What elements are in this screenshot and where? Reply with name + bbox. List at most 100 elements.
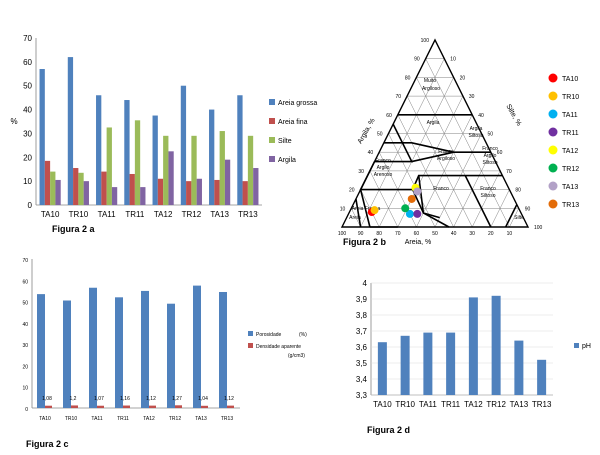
chart-2a-bar bbox=[209, 109, 215, 205]
chart-2d-y-tick: 3,5 bbox=[356, 359, 368, 368]
chart-2d-y-tick: 3,3 bbox=[356, 391, 368, 400]
chart-2b-clay-tick: 70 bbox=[396, 94, 402, 100]
chart-2b-silt-tick: 80 bbox=[515, 188, 521, 194]
chart-2a-legend-swatch bbox=[269, 137, 275, 143]
chart-2b-sand-tick: 70 bbox=[395, 231, 401, 237]
chart-2b-class-boundary bbox=[411, 151, 454, 163]
chart-2c-x-tick: TR12 bbox=[169, 416, 181, 422]
chart-2b-clay-tick: 80 bbox=[405, 75, 411, 81]
chart-2b-gridline bbox=[406, 95, 473, 228]
chart-2a-bar bbox=[163, 135, 169, 205]
chart-2b-class-label: Areia Franca bbox=[352, 206, 381, 212]
chart-2a-legend-label: Silte bbox=[278, 138, 292, 145]
chart-2a-particle-size: % Figura 2 a 0 10 20 30 40 50 60 70 TA10 TR10 TA1… bbox=[10, 34, 317, 234]
chart-2a-bar bbox=[50, 171, 56, 205]
chart-2c-bar bbox=[89, 287, 97, 408]
chart-2c-bar bbox=[201, 405, 208, 408]
chart-2a-y-tick: 10 bbox=[23, 177, 32, 186]
chart-2d-caption: Figura 2 d bbox=[367, 425, 410, 435]
chart-2b-class-label: Siltoso bbox=[482, 160, 497, 166]
chart-2c-y-tick: 50 bbox=[22, 301, 28, 307]
chart-2b-silt-tick: 70 bbox=[506, 169, 512, 175]
chart-2c-data-label: 1,27 bbox=[172, 396, 182, 402]
chart-2d-x-tick: TR12 bbox=[486, 400, 506, 409]
chart-2b-sand-tick: 60 bbox=[414, 231, 420, 237]
chart-2b-sand-tick: 100 bbox=[338, 231, 347, 237]
chart-2c-data-label: 1,12 bbox=[146, 396, 156, 402]
chart-2b-class-boundary bbox=[359, 161, 503, 191]
chart-2c-y-tick: 60 bbox=[22, 279, 28, 285]
chart-2b-clay-tick: 50 bbox=[377, 132, 383, 138]
chart-2b-class-label: Franco bbox=[375, 158, 391, 164]
chart-2b-class-label: Argila bbox=[470, 126, 483, 132]
chart-2a-bar bbox=[134, 120, 141, 205]
chart-2b-left-axis-label: Argila, % bbox=[357, 117, 377, 145]
chart-2b-class-label: Areia bbox=[349, 215, 361, 221]
chart-2b-class-boundary bbox=[464, 175, 492, 228]
chart-2c-bar bbox=[71, 405, 78, 408]
chart-2a-bar bbox=[157, 178, 164, 205]
chart-2b-sand-tick: 10 bbox=[507, 231, 513, 237]
chart-2a-bar bbox=[219, 131, 225, 205]
chart-2b-point bbox=[413, 187, 422, 196]
chart-2b-legend-marker bbox=[548, 181, 558, 191]
chart-2b-gridline bbox=[490, 189, 510, 228]
chart-2a-bar bbox=[96, 95, 102, 205]
chart-2c-legend-label: Porosidade bbox=[256, 332, 282, 338]
chart-2a-bar bbox=[73, 168, 79, 205]
chart-2b-legend-marker bbox=[548, 109, 558, 119]
chart-2b-clay-tick: 10 bbox=[340, 206, 346, 212]
chart-2b-silt-tick: 50 bbox=[488, 132, 494, 138]
chart-2b-silt-tick: 60 bbox=[497, 150, 503, 156]
chart-2c-bar bbox=[115, 297, 123, 408]
chart-2a-legend-label: Argila bbox=[278, 157, 296, 164]
chart-2a-bar bbox=[196, 178, 202, 205]
chart-2b-point bbox=[413, 209, 422, 218]
chart-2b-class-boundary bbox=[355, 198, 362, 228]
chart-2a-legend-swatch bbox=[269, 156, 275, 162]
chart-2a-legend-swatch bbox=[269, 99, 275, 105]
chart-2c-x-tick: TA13 bbox=[195, 416, 207, 422]
chart-2a-y-tick: 60 bbox=[23, 58, 32, 67]
chart-2c-data-label: 1,2 bbox=[70, 396, 77, 402]
chart-2c-x-tick: TA12 bbox=[143, 416, 155, 422]
chart-2b-class-label: Siltosa bbox=[468, 133, 483, 139]
chart-2a-y-tick: 70 bbox=[23, 34, 32, 43]
chart-2a-bar bbox=[152, 115, 158, 205]
chart-2b-class-boundary bbox=[359, 189, 371, 228]
chart-2b-legend-label: TA13 bbox=[562, 184, 578, 191]
chart-2b-clay-tick: 100 bbox=[421, 38, 430, 44]
chart-2b-point bbox=[407, 194, 416, 203]
chart-2a-bar bbox=[83, 181, 89, 205]
chart-2c-legend-swatch bbox=[248, 343, 253, 348]
chart-2b-gridline bbox=[425, 58, 510, 228]
chart-2a-bar bbox=[111, 187, 118, 205]
chart-2a-bar bbox=[242, 181, 248, 205]
chart-2d-bar bbox=[468, 297, 478, 395]
chart-2c-legend-label: Densidade aparente bbox=[256, 344, 301, 350]
chart-2c-bar bbox=[63, 300, 71, 408]
chart-2c-bar bbox=[45, 405, 52, 408]
chart-2c-data-label: 1,04 bbox=[198, 396, 208, 402]
chart-2a-y-tick: 50 bbox=[23, 82, 32, 91]
chart-2b-legend-label: TA10 bbox=[562, 76, 578, 83]
chart-2b-caption: Figura 2 b bbox=[343, 237, 387, 247]
chart-2a-bar bbox=[106, 127, 112, 205]
chart-2b-bottom-axis-label: Areia, % bbox=[405, 239, 431, 246]
chart-2c-data-label: 1,07 bbox=[94, 396, 104, 402]
chart-2c-y-tick: 70 bbox=[22, 258, 28, 264]
chart-2b-gridline bbox=[388, 133, 436, 228]
chart-2b-class-label: Argilo bbox=[377, 165, 390, 171]
chart-2d-y-tick: 3,9 bbox=[356, 295, 368, 304]
chart-2b-class-label: Argiloso bbox=[437, 156, 455, 162]
chart-2b-clay-tick: 20 bbox=[349, 188, 355, 194]
chart-2b-class-label: Arenoso bbox=[374, 172, 393, 178]
chart-2d-y-tick: 3,4 bbox=[356, 375, 368, 384]
chart-2c-y-tick: 20 bbox=[22, 364, 28, 370]
chart-2c-y-tick: 0 bbox=[25, 407, 28, 413]
chart-2a-caption: Figura 2 a bbox=[52, 224, 96, 234]
chart-2b-gridline bbox=[509, 208, 519, 228]
chart-2b-legend-label: TR13 bbox=[562, 202, 579, 209]
chart-2b-gridline bbox=[434, 133, 482, 228]
